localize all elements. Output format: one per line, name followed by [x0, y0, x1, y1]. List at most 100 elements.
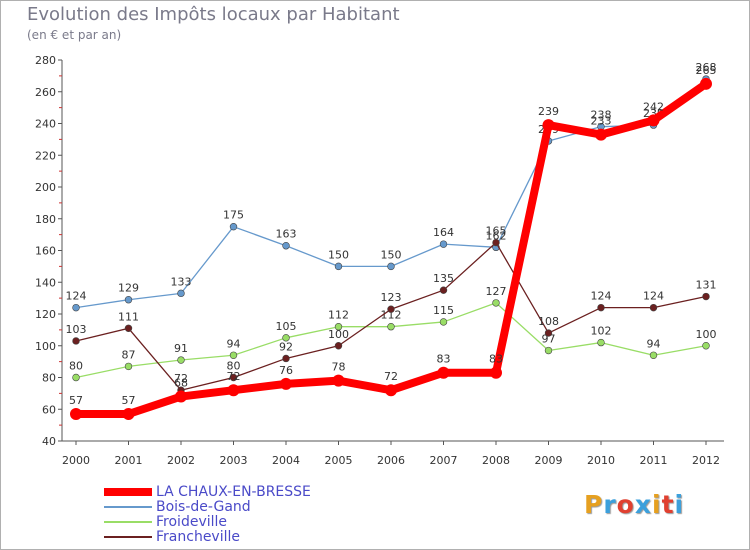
data-point-froideville [387, 323, 395, 331]
data-label-francheville: 111 [118, 310, 139, 323]
x-tick-label: 2001 [115, 454, 143, 467]
x-tick-label: 2011 [640, 454, 668, 467]
logo-letter: i [674, 490, 685, 519]
data-label-la-chaux-en-bresse: 83 [437, 353, 451, 366]
data-point-la-chaux-en-bresse [175, 390, 187, 403]
chart-subtitle: (en € et par an) [27, 28, 122, 42]
data-point-francheville [229, 373, 238, 382]
y-tick-label: 200 [35, 181, 56, 194]
data-point-la-chaux-en-bresse [385, 384, 397, 397]
data-label-bois-de-gand: 150 [328, 248, 349, 261]
data-label-bois-de-gand: 129 [118, 282, 139, 295]
data-label-la-chaux-en-bresse: 233 [591, 115, 612, 128]
legend-label: Froideville [156, 514, 228, 530]
data-label-froideville: 105 [276, 320, 297, 333]
logo-letter: i [652, 490, 662, 519]
data-label-la-chaux-en-bresse: 72 [384, 370, 398, 383]
data-label-francheville: 92 [279, 340, 293, 353]
data-label-francheville: 80 [227, 360, 241, 373]
data-point-bois-de-gand [177, 289, 185, 298]
y-tick-label: 220 [35, 149, 56, 162]
logo-letter: t [661, 490, 675, 519]
data-point-francheville [544, 329, 553, 337]
data-label-la-chaux-en-bresse: 83 [489, 353, 503, 366]
data-label-francheville: 135 [433, 272, 454, 285]
y-tick-label: 180 [35, 213, 56, 226]
data-label-francheville: 131 [696, 279, 717, 292]
data-label-francheville: 100 [328, 328, 349, 341]
data-point-francheville [492, 238, 500, 247]
chart-title: Evolution des Impôts locaux par Habitant [27, 4, 400, 25]
data-point-la-chaux-en-bresse [280, 377, 292, 390]
data-point-froideville [72, 373, 80, 382]
data-point-francheville [702, 292, 710, 301]
data-point-francheville [334, 342, 343, 350]
legend-swatch [104, 521, 152, 523]
data-label-froideville: 87 [122, 348, 136, 361]
data-label-la-chaux-en-bresse: 76 [279, 364, 293, 377]
data-label-bois-de-gand: 163 [276, 228, 297, 241]
data-label-froideville: 100 [696, 328, 717, 341]
data-label-francheville: 123 [381, 291, 402, 304]
data-point-froideville [597, 338, 605, 347]
data-label-la-chaux-en-bresse: 242 [643, 100, 664, 113]
legend-swatch [104, 506, 152, 508]
data-point-froideville [177, 356, 185, 364]
x-tick-label: 2007 [430, 454, 458, 467]
y-tick-label: 80 [42, 372, 56, 385]
data-point-francheville [72, 337, 80, 345]
legend-item-bois-de-gand: Bois-de-Gand [104, 499, 251, 515]
data-point-francheville [649, 303, 658, 312]
data-label-bois-de-gand: 238 [591, 109, 612, 122]
data-label-francheville: 165 [486, 225, 507, 238]
logo-letter: o [616, 490, 635, 519]
y-tick-label: 140 [35, 276, 56, 289]
logo-letter: x [634, 490, 652, 519]
data-point-bois-de-gand [439, 240, 448, 248]
legend-swatch [104, 488, 152, 496]
data-point-bois-de-gand [334, 262, 343, 271]
data-label-froideville: 94 [227, 337, 241, 350]
data-label-bois-de-gand: 162 [486, 229, 507, 242]
data-point-la-chaux-en-bresse [595, 128, 607, 141]
x-tick-label: 2010 [587, 454, 615, 467]
data-point-froideville [124, 362, 133, 371]
data-label-froideville: 102 [591, 325, 612, 338]
data-point-la-chaux-en-bresse [647, 114, 660, 127]
data-label-bois-de-gand: 133 [171, 275, 192, 288]
x-tick-label: 2004 [272, 454, 300, 467]
x-tick-label: 2002 [167, 454, 195, 467]
data-point-francheville [124, 324, 133, 332]
y-tick-label: 240 [35, 118, 56, 131]
data-point-froideville [544, 346, 553, 355]
y-tick-label: 160 [35, 245, 56, 258]
y-tick-label: 260 [35, 86, 56, 99]
data-label-francheville: 72 [174, 372, 188, 385]
data-point-froideville [702, 342, 710, 350]
data-label-froideville: 91 [174, 342, 188, 355]
x-tick-label: 2009 [535, 454, 563, 467]
legend-label: LA CHAUX-EN-BRESSE [156, 484, 311, 500]
legend-item-francheville: Francheville [104, 529, 240, 545]
data-point-francheville [387, 305, 395, 313]
data-label-froideville: 112 [328, 309, 349, 322]
legend-item-froideville: Froideville [104, 514, 227, 530]
data-label-francheville: 124 [591, 290, 612, 303]
data-label-bois-de-gand: 268 [696, 61, 717, 74]
data-label-la-chaux-en-bresse: 57 [122, 394, 136, 407]
x-tick-label: 2000 [62, 454, 90, 467]
data-label-la-chaux-en-bresse: 68 [174, 377, 188, 390]
legend-label: Francheville [156, 529, 240, 545]
legend-swatch [104, 536, 152, 538]
data-point-la-chaux-en-bresse [122, 408, 135, 421]
logo-letter: r [603, 490, 617, 519]
data-point-la-chaux-en-bresse [70, 408, 82, 421]
data-point-froideville [334, 323, 343, 331]
data-label-froideville: 97 [542, 333, 556, 346]
data-label-bois-de-gand: 150 [381, 248, 402, 261]
logo-letter: P [584, 490, 604, 519]
data-point-bois-de-gand [72, 303, 80, 312]
x-tick-label: 2006 [377, 454, 405, 467]
